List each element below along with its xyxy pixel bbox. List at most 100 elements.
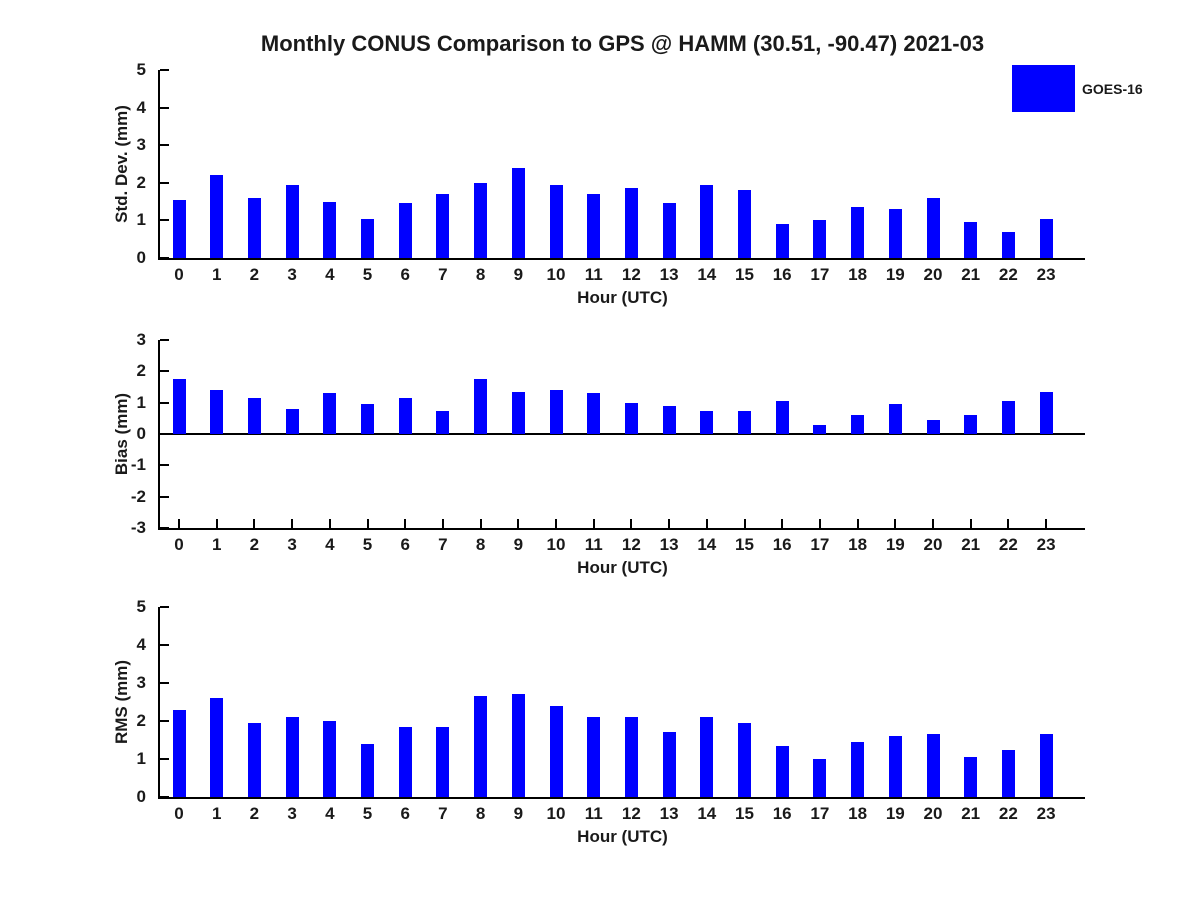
bar-h16 (775, 745, 789, 797)
x-tick (743, 519, 746, 528)
bar-h3 (285, 408, 299, 434)
bar-h14 (700, 717, 714, 797)
x-tick (366, 519, 369, 528)
x-tick (253, 519, 256, 528)
y-axis-label: Std. Dev. (mm) (112, 105, 131, 223)
bar-h11 (587, 393, 601, 434)
x-tick-label: 9 (513, 804, 524, 823)
x-tick-label: 11 (584, 535, 603, 554)
x-tick-label: 10 (546, 265, 566, 284)
x-tick (781, 519, 784, 528)
x-tick-label: 5 (362, 265, 373, 284)
x-tick-label: 11 (584, 265, 603, 284)
bar-h5 (361, 404, 374, 434)
bar-h5 (361, 218, 374, 258)
bar-h4 (323, 201, 337, 258)
x-tick-label: 6 (400, 535, 410, 554)
bar-h4 (323, 393, 337, 434)
bar-h16 (775, 401, 789, 434)
bar-h9 (511, 391, 525, 434)
y-tick (160, 644, 169, 646)
bar-h12 (624, 188, 638, 258)
x-tick-label: 21 (961, 804, 981, 823)
x-tick (1007, 519, 1010, 528)
y-axis-label: Bias (mm) (112, 392, 131, 476)
bar-h15 (738, 410, 751, 434)
x-tick-label: 15 (735, 535, 754, 554)
y-tick (160, 106, 169, 109)
bar-h5 (361, 743, 374, 797)
y-tick (160, 401, 169, 404)
x-tick-label: 17 (810, 265, 830, 284)
x-tick-label: 8 (475, 265, 486, 284)
bar-h6 (398, 726, 412, 797)
y-tick (160, 682, 169, 684)
y-tick-label: 3 (136, 673, 146, 692)
bar-h16 (775, 224, 789, 258)
x-axis-label: Hour (UTC) (577, 827, 668, 846)
y-tick-label: 2 (136, 361, 146, 381)
y-tick (160, 69, 169, 71)
bar-h18 (851, 741, 865, 797)
x-tick (328, 519, 331, 528)
y-tick (160, 339, 169, 341)
x-tick-label: 14 (697, 535, 717, 554)
bar-h15 (738, 190, 751, 258)
x-tick-label: 16 (772, 535, 792, 554)
bar-h13 (662, 732, 676, 797)
bar-h23 (1039, 734, 1053, 797)
legend: GOES-16 (1012, 65, 1143, 112)
x-tick-label: 10 (546, 535, 566, 554)
y-tick (160, 527, 169, 529)
bar-h23 (1039, 218, 1053, 258)
x-tick (969, 519, 972, 528)
bar-h20 (926, 734, 940, 797)
y-tick-label: 2 (136, 711, 146, 730)
x-tick-label: 0 (174, 804, 184, 823)
y-tick (160, 796, 169, 798)
y-axis-line (158, 607, 160, 799)
bar-h11 (587, 194, 601, 258)
bar-h6 (398, 397, 412, 434)
x-tick (592, 519, 595, 528)
x-tick-label: 4 (325, 535, 335, 554)
x-tick-label: 15 (735, 265, 754, 284)
x-tick-label: 10 (546, 804, 566, 823)
y-tick-label: 2 (136, 172, 146, 192)
x-tick-label: 18 (848, 535, 868, 554)
x-tick-label: 22 (998, 535, 1018, 554)
legend-label: GOES-16 (1082, 80, 1143, 97)
x-tick-label: 6 (400, 265, 410, 284)
bar-h1 (210, 175, 224, 258)
bar-h23 (1039, 391, 1053, 434)
x-tick-label: 22 (998, 265, 1018, 284)
zero-line (160, 433, 1085, 435)
bar-h21 (964, 222, 978, 258)
x-tick (178, 519, 180, 528)
x-tick-label: 5 (362, 804, 373, 823)
y-tick-label: 5 (136, 60, 146, 79)
x-tick-label: 12 (621, 804, 641, 823)
legend-swatch-goes16 (1012, 65, 1075, 112)
x-tick (215, 519, 218, 528)
y-tick (160, 464, 169, 467)
x-tick-label: 16 (772, 804, 792, 823)
x-tick (818, 519, 821, 528)
x-tick-label: 1 (211, 265, 222, 284)
y-tick (160, 370, 169, 373)
x-tick-label: 1 (211, 535, 222, 554)
y-tick-label: 0 (136, 248, 146, 267)
y-tick (160, 181, 169, 184)
bar-h9 (511, 167, 525, 258)
x-tick (291, 519, 294, 528)
bar-h0 (172, 379, 186, 434)
y-tick-label: 0 (136, 424, 146, 443)
x-tick-label: 2 (249, 535, 260, 554)
bar-h8 (474, 379, 488, 434)
x-tick-label: 12 (621, 265, 641, 284)
y-tick-label: 1 (136, 749, 146, 768)
x-tick (479, 519, 482, 528)
x-axis-line (158, 528, 1085, 530)
y-axis-label: RMS (mm) (112, 659, 131, 745)
x-tick-label: 9 (513, 535, 524, 554)
